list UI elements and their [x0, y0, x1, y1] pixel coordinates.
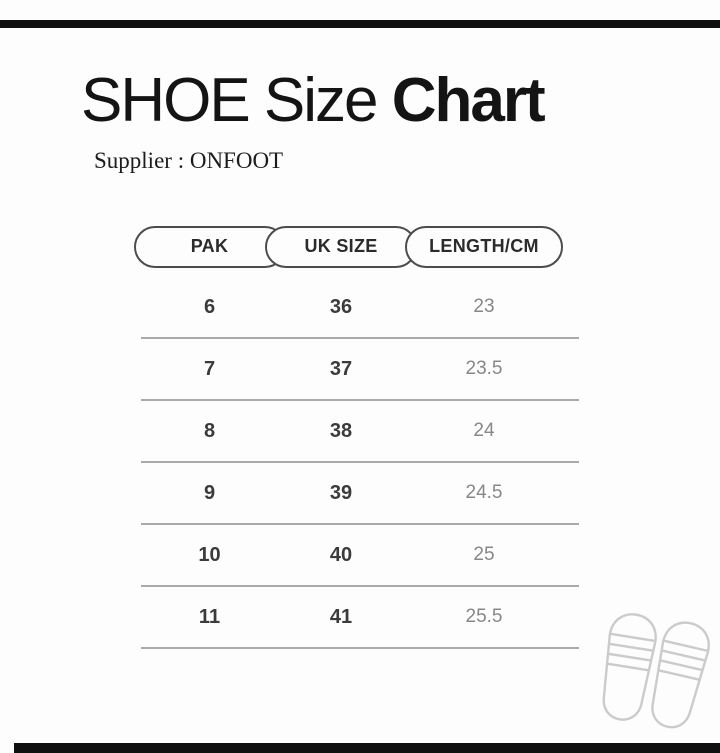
table-body: 6 36 23 7 37 23.5 8 38 24 9 39 24.5 10 4	[141, 277, 579, 649]
cell-uk-size: 36	[329, 295, 353, 318]
cell-pak: 7	[203, 357, 216, 380]
page-title-regular: SHOE Size	[81, 66, 379, 135]
cell-length-cm: 23	[473, 296, 495, 317]
page-title-bold: Chart	[391, 66, 546, 135]
table-header-row: PAK UK SIZE LENGTH/CM	[133, 225, 579, 268]
cell-uk-size: 39	[329, 481, 353, 504]
cell-uk-size: 41	[329, 605, 353, 628]
cell-pak: 8	[203, 419, 216, 442]
table-row: 7 37 23.5	[141, 339, 579, 401]
bottom-divider-bar	[14, 743, 720, 753]
header-cell-pak: PAK	[133, 225, 286, 268]
cell-pak: 10	[198, 543, 221, 566]
page-title: SHOE Size Chart	[81, 70, 546, 132]
header-cell-uk-size: UK SIZE	[265, 225, 417, 268]
table-row: 10 40 25	[141, 525, 579, 587]
cell-length-cm: 25	[473, 544, 495, 565]
top-divider-bar	[0, 20, 720, 28]
size-table: PAK UK SIZE LENGTH/CM 6 36 23 7 37 23.5 …	[133, 225, 579, 649]
cell-pak: 9	[203, 481, 216, 504]
cell-uk-size: 38	[329, 419, 353, 442]
cell-length-cm: 24	[473, 420, 495, 441]
column-header-uk-size: UK SIZE	[265, 225, 417, 268]
cell-uk-size: 37	[329, 357, 353, 380]
cell-length-cm: 23.5	[465, 358, 503, 379]
supplier-label: Supplier : ONFOOT	[94, 148, 284, 173]
table-row: 9 39 24.5	[141, 463, 579, 525]
table-row: 11 41 25.5	[141, 587, 579, 649]
header-cell-length-cm: LENGTH/CM	[404, 225, 564, 268]
table-row: 6 36 23	[141, 277, 579, 339]
cell-pak: 6	[203, 295, 216, 318]
column-header-length-cm: LENGTH/CM	[405, 225, 563, 268]
cell-length-cm: 24.5	[465, 482, 503, 503]
cell-length-cm: 25.5	[465, 606, 503, 627]
slippers-icon	[602, 613, 710, 729]
column-header-pak: PAK	[133, 225, 286, 268]
cell-uk-size: 40	[329, 543, 353, 566]
table-row: 8 38 24	[141, 401, 579, 463]
cell-pak: 11	[198, 605, 221, 628]
